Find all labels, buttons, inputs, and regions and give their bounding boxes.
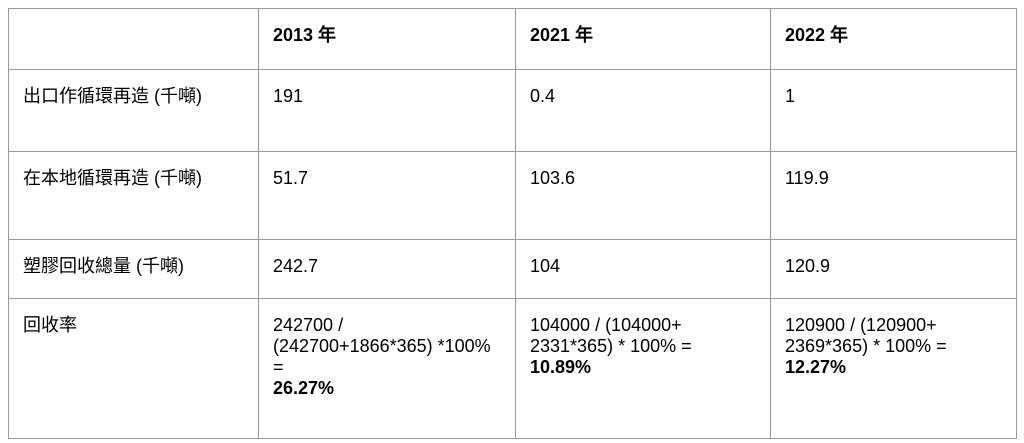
row-label: 在本地循環再造 (千噸) [8, 151, 259, 240]
value-cell: 51.7 [258, 151, 516, 240]
table-row: 出口作循環再造 (千噸) 191 0.4 1 [8, 69, 1017, 152]
table-body: 出口作循環再造 (千噸) 191 0.4 1 在本地循環再造 (千噸) 51.7 103.6… [8, 69, 1017, 439]
table-row: 塑膠回收總量 (千噸) 242.7 104 120.9 [8, 239, 1017, 299]
result: 12.27% [785, 357, 847, 377]
table-row: 回收率 242700 / (242700+1866*365) *100% = 26.… [8, 298, 1017, 439]
data-table: 2013 年 2021 年 2022 年 出口作循環再造 (千噸) 191 0.4 1 在本… [8, 8, 1017, 439]
value-cell: 0.4 [515, 69, 771, 152]
row-label: 出口作循環再造 (千噸) [8, 69, 259, 152]
value-cell: 104 [515, 239, 771, 299]
formula: 120900 / (120900+ 2369*365) * 100% = [785, 315, 947, 356]
column-header: 2022 年 [770, 8, 1017, 70]
row-label: 塑膠回收總量 (千噸) [8, 239, 259, 299]
value-cell: 1 [770, 69, 1017, 152]
column-header: 2013 年 [258, 8, 516, 70]
formula: 242700 / (242700+1866*365) *100% = [273, 315, 491, 377]
corner-cell [8, 8, 259, 70]
value-cell: 120.9 [770, 239, 1017, 299]
result: 26.27% [273, 378, 335, 398]
formula-cell: 120900 / (120900+ 2369*365) * 100% = 12.2… [770, 298, 1017, 439]
value-cell: 242.7 [258, 239, 516, 299]
formula-cell: 104000 / (104000+ 2331*365) * 100% = 10.8… [515, 298, 771, 439]
table-row: 在本地循環再造 (千噸) 51.7 103.6 119.9 [8, 151, 1017, 240]
value-cell: 103.6 [515, 151, 771, 240]
value-cell: 191 [258, 69, 516, 152]
value-cell: 119.9 [770, 151, 1017, 240]
row-label: 回收率 [8, 298, 259, 439]
formula: 104000 / (104000+ 2331*365) * 100% = [530, 315, 692, 356]
header-row: 2013 年 2021 年 2022 年 [8, 8, 1017, 70]
result: 10.89% [530, 357, 592, 377]
column-header: 2021 年 [515, 8, 771, 70]
formula-cell: 242700 / (242700+1866*365) *100% = 26.27% [258, 298, 516, 439]
